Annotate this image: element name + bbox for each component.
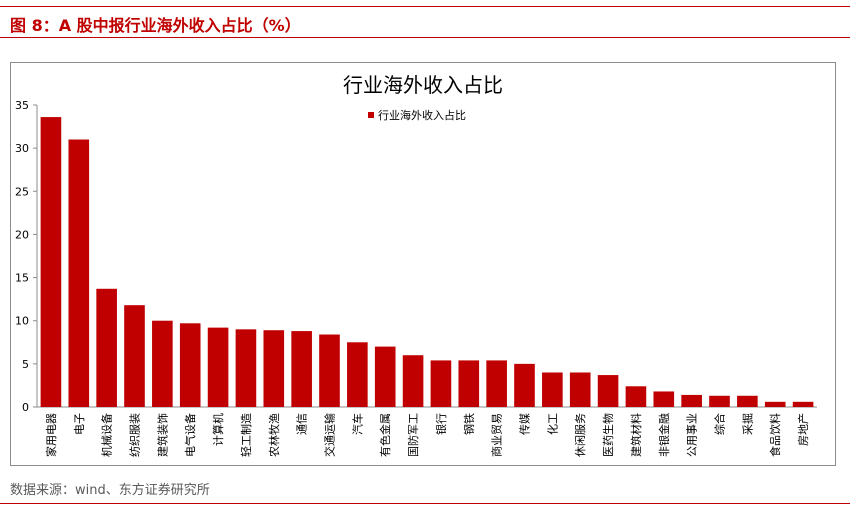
bar	[764, 401, 786, 407]
x-tick-label: 公用事业	[686, 413, 699, 457]
bar	[709, 395, 730, 407]
x-axis-labels: 家用电器 电子 机械设备 纺织服装 建筑装饰 电气设备 计算机 轻工制造 农林牧渔 通信 交通运输汽…	[44, 413, 810, 457]
bar	[653, 391, 675, 407]
chart-title: 行业海外收入占比	[343, 73, 503, 97]
x-tick-label: 电气设备	[183, 413, 197, 457]
bar	[124, 305, 145, 407]
x-tick-label: 房地产	[796, 413, 810, 446]
x-tick-label: 纺织服装	[128, 413, 142, 457]
bar	[235, 329, 257, 407]
x-tick-label: 传媒	[519, 413, 532, 435]
bar	[179, 323, 201, 407]
x-tick-label: 建筑装饰	[155, 413, 169, 457]
figure-title: 图 8：A 股中报行业海外收入占比（%）	[10, 16, 301, 35]
x-tick-label: 计算机	[211, 413, 225, 446]
x-tick-label: 钢铁	[463, 413, 476, 435]
x-tick-label: 交通运输	[323, 413, 337, 457]
legend-swatch	[368, 112, 374, 118]
x-tick-label: 银行	[434, 413, 448, 435]
bar	[374, 346, 396, 407]
y-tick-label: 30	[15, 142, 29, 155]
legend-label: 行业海外收入占比	[378, 108, 466, 122]
top-rule	[0, 6, 850, 7]
bar	[542, 372, 563, 407]
y-tick-label: 20	[15, 228, 29, 241]
bar	[458, 360, 480, 407]
bars	[40, 117, 814, 407]
bar	[681, 394, 702, 407]
source-note: 数据来源：wind、东方证券研究所	[10, 483, 210, 498]
x-tick-label: 建筑材料	[629, 413, 643, 457]
x-tick-label: 国防军工	[406, 413, 420, 457]
x-tick-label: 有色金属	[378, 413, 392, 457]
x-tick-label: 非银金融	[657, 413, 671, 457]
bar	[737, 395, 758, 407]
bar	[40, 117, 62, 407]
bar	[319, 334, 340, 407]
x-tick-label: 综合	[713, 413, 727, 435]
y-tick-label: 15	[15, 272, 29, 285]
x-tick-label: 商业贸易	[490, 413, 504, 457]
bottom-rule	[0, 503, 850, 504]
bar	[263, 330, 285, 407]
bar	[402, 355, 424, 407]
bar	[430, 360, 452, 407]
x-tick-label: 轻工制造	[239, 413, 253, 457]
x-tick-label: 化工	[545, 413, 559, 435]
bar	[486, 360, 507, 407]
bar	[347, 342, 368, 407]
bar	[291, 331, 312, 407]
bar	[96, 288, 117, 407]
x-tick-label: 电子	[73, 413, 86, 435]
bar	[597, 375, 619, 407]
bar	[625, 386, 647, 407]
x-tick-label: 机械设备	[100, 413, 114, 457]
chart-frame	[10, 62, 836, 466]
x-tick-label: 休闲服务	[573, 413, 587, 457]
x-tick-label: 汽车	[350, 413, 364, 435]
bar	[569, 372, 591, 407]
y-tick-label: 0	[22, 401, 29, 414]
bar	[514, 363, 535, 407]
x-tick-label: 食品饮料	[768, 413, 782, 457]
bar	[207, 327, 229, 407]
x-tick-label: 采掘	[740, 413, 754, 435]
bar	[792, 401, 814, 407]
y-tick-label: 25	[15, 185, 29, 198]
y-tick-label: 5	[22, 358, 29, 371]
x-tick-label: 医药生物	[601, 413, 615, 457]
bar	[152, 320, 173, 407]
y-tick-label: 10	[15, 315, 29, 328]
bar	[68, 139, 90, 407]
y-tick-label: 35	[15, 99, 29, 112]
x-tick-label: 通信	[296, 413, 309, 435]
x-tick-label: 农林牧渔	[267, 413, 281, 457]
x-tick-label: 家用电器	[44, 413, 58, 457]
title-rule	[0, 37, 850, 38]
